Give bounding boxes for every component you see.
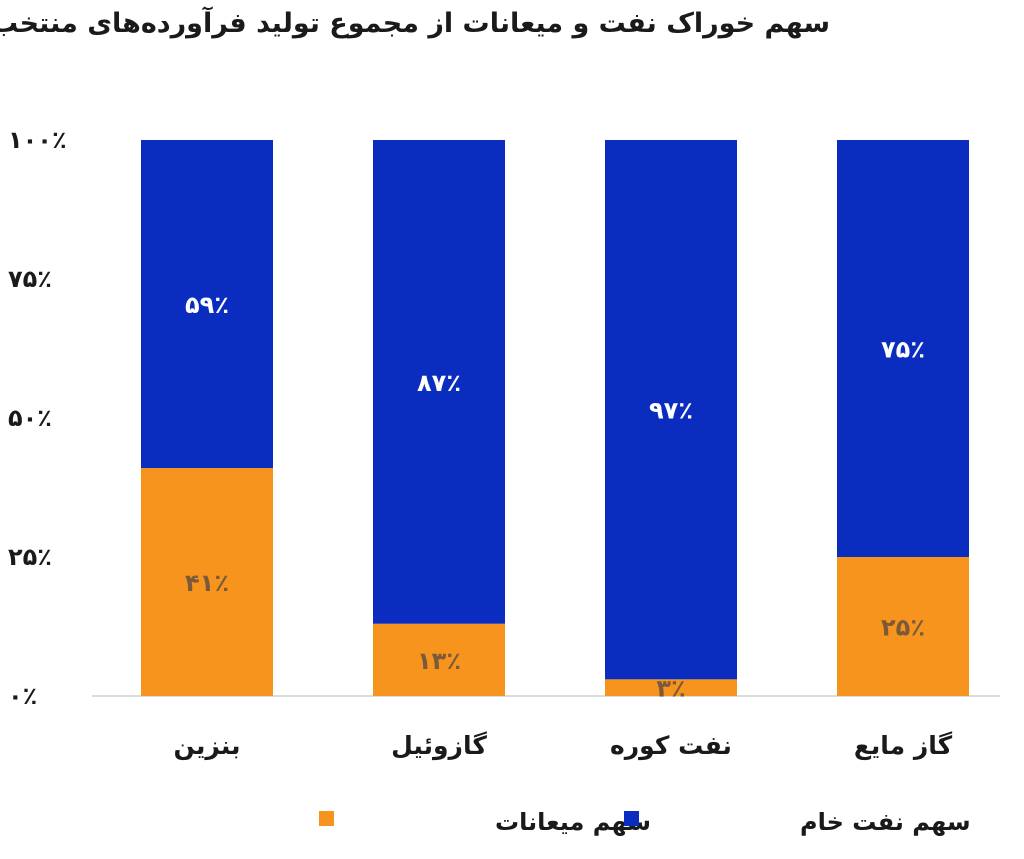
bar-crude	[605, 140, 737, 680]
bar-condensate	[141, 468, 273, 696]
y-tick-label: ۰٪	[8, 682, 37, 710]
legend-label: سهم نفت خام	[800, 808, 971, 836]
bar-data-label: ۷۵٪	[881, 336, 925, 364]
legend-swatch	[624, 811, 639, 826]
legend-swatch	[319, 811, 334, 826]
bar-data-label: ۳٪	[656, 675, 685, 703]
bar-data-label: ۹۷٪	[649, 397, 693, 425]
bar-data-label: ۵۹٪	[185, 291, 229, 319]
bar-data-label: ۱۳٪	[417, 647, 461, 675]
y-tick-label: ۷۵٪	[8, 265, 52, 293]
x-tick-label: گازوئیل	[391, 731, 487, 761]
x-tick-label: بنزین	[173, 731, 240, 761]
y-tick-label: ۵۰٪	[8, 404, 52, 432]
bar-condensate	[373, 623, 505, 696]
bar-condensate	[605, 679, 737, 696]
x-tick-label: نفت کوره	[610, 731, 732, 761]
bar-data-label: ۲۵٪	[881, 614, 925, 642]
bar-condensate	[837, 557, 969, 696]
x-tick-label: گاز مایع	[854, 731, 953, 761]
chart-title: سهم خوراک نفت و میعانات از مجموع تولید ف…	[0, 8, 830, 39]
bar-crude	[837, 140, 969, 557]
y-tick-label: ۱۰۰٪	[8, 126, 67, 154]
y-tick-label: ۲۵٪	[8, 543, 52, 571]
bar-crude	[373, 140, 505, 624]
bar-crude	[141, 140, 273, 469]
bar-data-label: ۸۷٪	[417, 369, 461, 397]
bar-data-label: ۴۱٪	[185, 569, 229, 597]
